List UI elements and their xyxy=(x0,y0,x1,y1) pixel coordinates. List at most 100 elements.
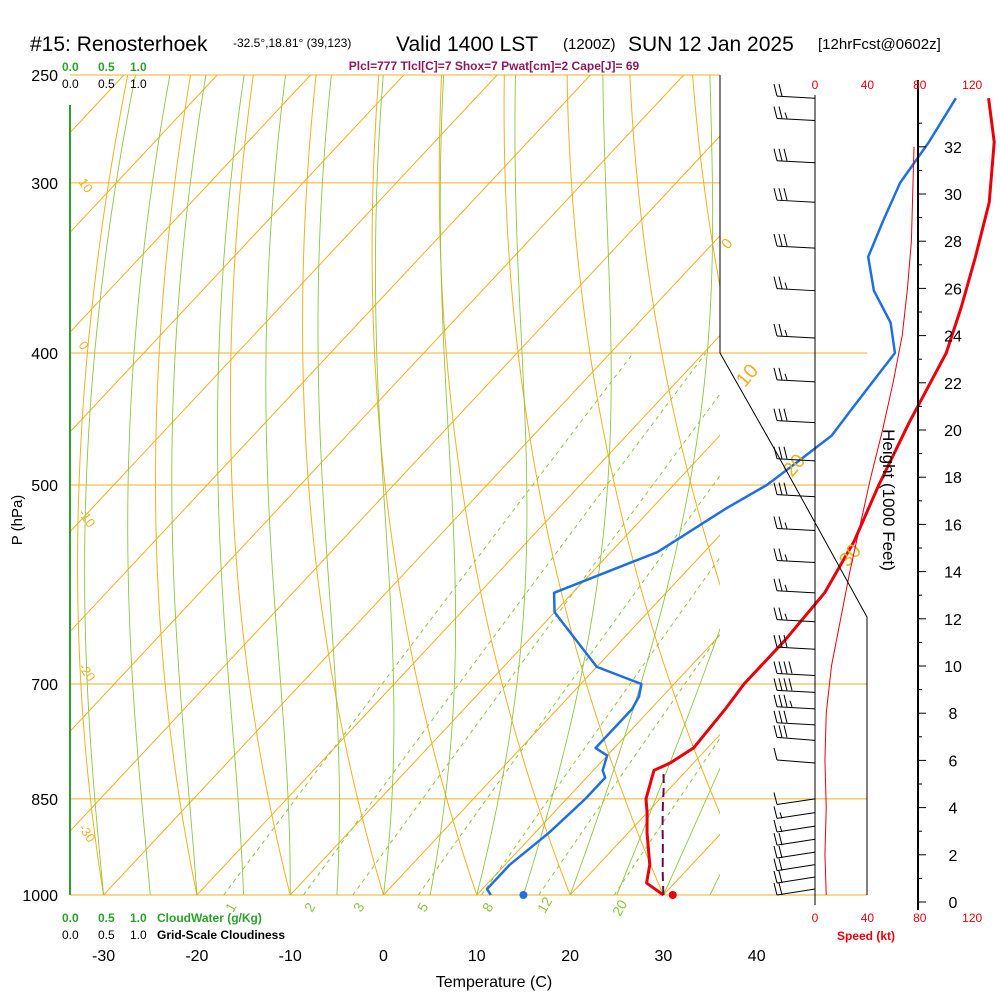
barb-flag xyxy=(783,408,788,421)
cloudiness-bottom-tick: 1.0 xyxy=(130,928,147,942)
barb-flag xyxy=(773,858,778,871)
wind-barb xyxy=(773,323,816,339)
barb-flag xyxy=(773,408,778,421)
wind-barb xyxy=(773,233,816,249)
height-tick-label: 14 xyxy=(944,565,962,582)
barb-flag xyxy=(778,661,783,674)
moist-adiabat xyxy=(476,75,528,895)
barb-flag xyxy=(773,84,778,97)
temperature-tick-label: 20 xyxy=(561,948,579,965)
wind-barb xyxy=(773,446,816,462)
barb-flag xyxy=(778,710,783,723)
moist-adiabat xyxy=(217,75,245,895)
wind-barb xyxy=(773,694,816,710)
moist-adiabat xyxy=(265,75,291,895)
barb-flag xyxy=(778,188,783,201)
speed-axis-title: Speed (kt) xyxy=(837,929,895,943)
mixing-ratio-label: 2 xyxy=(301,900,319,915)
height-tick-label: 32 xyxy=(944,140,962,157)
barb-flag xyxy=(788,678,793,691)
wind-barb xyxy=(773,188,816,203)
series-dewpoint xyxy=(485,97,957,896)
moist-adiabat xyxy=(662,767,720,895)
wind-barb xyxy=(773,858,816,872)
temperature-tick-label: -30 xyxy=(92,948,115,965)
speed-bottom-tick: 120 xyxy=(962,911,982,925)
mixing-ratio-line xyxy=(538,632,720,895)
barb-flag xyxy=(778,578,783,591)
wind-barb xyxy=(773,870,816,884)
isotherm-label: 10 xyxy=(732,360,763,391)
height-tick-label: 18 xyxy=(944,470,962,487)
cloudwater-top-tick: 0.5 xyxy=(98,60,115,74)
wind-barb xyxy=(773,84,816,99)
temperature-tick-label: 40 xyxy=(748,948,766,965)
height-tick-label: 24 xyxy=(944,329,962,346)
barb-flag xyxy=(783,725,788,738)
isotherm xyxy=(70,75,218,234)
speed-profile xyxy=(824,146,915,895)
moist-adiabat xyxy=(616,627,720,895)
height-tick-label: 10 xyxy=(944,659,962,676)
barb-flag xyxy=(773,635,778,648)
wind-barbs xyxy=(773,84,915,896)
isotherm-label: 0 xyxy=(718,235,736,252)
barb-flag xyxy=(773,678,778,691)
barb-flag xyxy=(773,819,778,833)
barb-flag xyxy=(773,806,778,819)
barb-flag xyxy=(778,84,783,97)
wind-barb xyxy=(773,106,816,122)
height-tick-label: 6 xyxy=(949,753,958,770)
barb-flag xyxy=(773,516,778,529)
isotherm xyxy=(850,75,1000,895)
barb-flag xyxy=(778,482,783,495)
barb-half xyxy=(784,329,788,337)
mixing-ratio-label: 3 xyxy=(350,900,368,915)
cloudiness-bottom-tick: 0.5 xyxy=(98,928,115,942)
barb-flag xyxy=(773,694,778,707)
dry-adiabat xyxy=(503,75,664,895)
series-temperature xyxy=(644,98,996,897)
barb-flag xyxy=(778,548,783,561)
wind-barb xyxy=(773,516,816,532)
wind-barb xyxy=(773,482,816,498)
mixing-ratio-group xyxy=(223,352,720,895)
isotherm xyxy=(70,75,311,333)
wind-barb xyxy=(773,635,816,650)
barb-flag xyxy=(773,747,778,761)
barb-flag xyxy=(778,323,783,337)
barb-flag xyxy=(773,725,778,738)
barb-flag xyxy=(778,870,783,884)
wind-barb xyxy=(773,548,816,564)
speed-top-tick: 40 xyxy=(861,78,875,92)
mixing-ratio-line xyxy=(303,352,707,895)
barb-flag xyxy=(773,548,778,561)
height-tick-label: 26 xyxy=(944,281,962,298)
barb-flag xyxy=(778,725,783,738)
barb-flag xyxy=(778,833,783,846)
dry-adiabat xyxy=(629,75,720,587)
wind-barb xyxy=(773,148,816,164)
barb-flag xyxy=(778,635,783,648)
dry-adiabat xyxy=(0,75,2,895)
dry-adiabat xyxy=(77,75,129,895)
wind-barb xyxy=(773,710,816,726)
mixing-ratio-label: 12 xyxy=(534,894,556,916)
height-tick-label: 12 xyxy=(944,612,962,629)
dry-adiabat xyxy=(566,75,720,815)
barb-flag xyxy=(773,276,778,289)
cloudwater-bottom-tick: 1.0 xyxy=(130,911,147,925)
barb-half xyxy=(784,522,788,529)
cloudiness-top-tick: 0.5 xyxy=(98,77,115,91)
height-tick-label: 2 xyxy=(949,848,958,865)
speed-bottom-tick: 0 xyxy=(812,911,819,925)
barb-flag xyxy=(783,635,788,648)
pressure-tick-label: 850 xyxy=(31,792,58,809)
barb-flag xyxy=(773,882,778,896)
barb-half xyxy=(784,613,788,620)
skewt-grid xyxy=(0,74,1000,896)
cloudiness-bottom-tick: 0.0 xyxy=(62,928,79,942)
pressure-tick-label: 1000 xyxy=(22,888,58,905)
